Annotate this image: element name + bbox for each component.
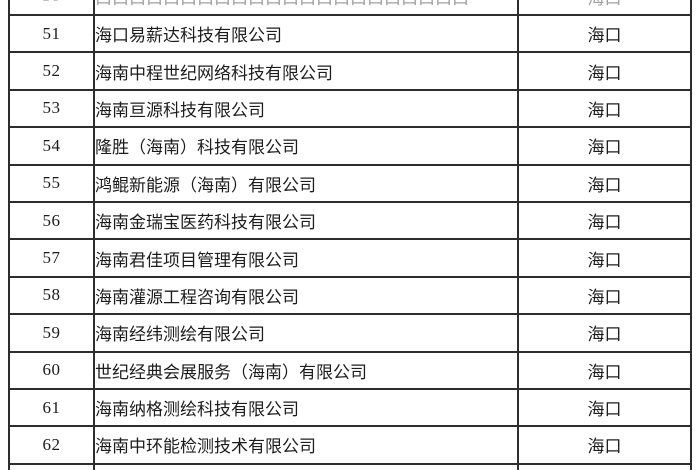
company-city-table: 50 口口口口口口口口口口口口口口口口口口口口口口 海口 51 海口易薪达科技有… — [8, 0, 692, 470]
city-cell: 海口 — [517, 238, 692, 278]
city-cell: 海口 — [517, 350, 692, 390]
row-number-cell: 53 — [8, 88, 95, 129]
table-row: 59 海南经纬测绘有限公司 海口 — [8, 313, 692, 353]
table-row: 51 海口易薪达科技有限公司 海口 — [8, 13, 692, 54]
row-number-cell: 63 — [8, 462, 95, 470]
company-name-cell: 鸿鲲新能源（海南）有限公司 — [93, 163, 519, 203]
row-number-cell: 62 — [8, 425, 95, 465]
row-number-cell: 59 — [8, 313, 95, 353]
company-name-cell: 海口易薪达科技有限公司 — [93, 13, 519, 54]
company-name-cell: 海南长见地质工程有限公司 — [93, 462, 519, 470]
table-row: 56 海南金瑞宝医药科技有限公司 海口 — [8, 200, 692, 241]
city-cell: 海口 — [517, 163, 692, 203]
row-number-cell: 61 — [8, 387, 95, 428]
company-name-cell: 海南经纬测绘有限公司 — [93, 313, 519, 353]
table-row: 52 海南中程世纪网络科技有限公司 海口 — [8, 51, 692, 91]
row-number-cell: 56 — [8, 200, 95, 241]
company-table-wrapper: 50 口口口口口口口口口口口口口口口口口口口口口口 海口 51 海口易薪达科技有… — [8, 0, 692, 470]
table-row: 62 海南中环能检测技术有限公司 海口 — [8, 425, 692, 465]
city-cell: 海口 — [517, 13, 692, 54]
table-row: 54 隆胜（海南）科技有限公司 海口 — [8, 126, 692, 166]
company-name-cell: 海南灌源工程咨询有限公司 — [93, 275, 519, 316]
company-name-cell: 海南金瑞宝医药科技有限公司 — [93, 200, 519, 241]
city-cell: 海口 — [517, 425, 692, 465]
company-name-cell: 世纪经典会展服务（海南）有限公司 — [93, 350, 519, 390]
city-cell: 海口 — [517, 51, 692, 91]
company-name-cell: 海南中环能检测技术有限公司 — [93, 425, 519, 465]
city-cell: 海口 — [517, 88, 692, 129]
table-row: 57 海南君佳项目管理有限公司 海口 — [8, 238, 692, 278]
company-name-cell: 海南纳格测绘科技有限公司 — [93, 387, 519, 428]
table-body: 50 口口口口口口口口口口口口口口口口口口口口口口 海口 51 海口易薪达科技有… — [8, 0, 692, 470]
company-name-cell: 海南君佳项目管理有限公司 — [93, 238, 519, 278]
table-row: 63 海南长见地质工程有限公司 海口 — [8, 462, 692, 470]
table-row: 61 海南纳格测绘科技有限公司 海口 — [8, 387, 692, 428]
city-cell: 海口 — [517, 387, 692, 428]
table-row: 60 世纪经典会展服务（海南）有限公司 海口 — [8, 350, 692, 390]
city-cell: 海口 — [517, 0, 692, 17]
row-number-cell: 58 — [8, 275, 95, 316]
company-name-cell: 海南亘源科技有限公司 — [93, 88, 519, 129]
table-row: 55 鸿鲲新能源（海南）有限公司 海口 — [8, 163, 692, 203]
city-cell: 海口 — [517, 313, 692, 353]
table-row: 58 海南灌源工程咨询有限公司 海口 — [8, 275, 692, 316]
row-number-cell: 50 — [8, 0, 95, 17]
city-cell: 海口 — [517, 462, 692, 470]
row-number-cell: 55 — [8, 163, 95, 203]
row-number-cell: 54 — [8, 126, 95, 166]
row-number-cell: 51 — [8, 13, 95, 54]
city-cell: 海口 — [517, 126, 692, 166]
company-name-cell: 海南中程世纪网络科技有限公司 — [93, 51, 519, 91]
city-cell: 海口 — [517, 275, 692, 316]
row-number-cell: 60 — [8, 350, 95, 390]
company-name-cell-illegible: 口口口口口口口口口口口口口口口口口口口口口口 — [93, 0, 519, 17]
row-number-cell: 57 — [8, 238, 95, 278]
company-name-cell: 隆胜（海南）科技有限公司 — [93, 126, 519, 166]
table-row: 53 海南亘源科技有限公司 海口 — [8, 88, 692, 129]
table-row-clipped-top: 50 口口口口口口口口口口口口口口口口口口口口口口 海口 — [8, 0, 692, 17]
city-cell: 海口 — [517, 200, 692, 241]
row-number-cell: 52 — [8, 51, 95, 91]
